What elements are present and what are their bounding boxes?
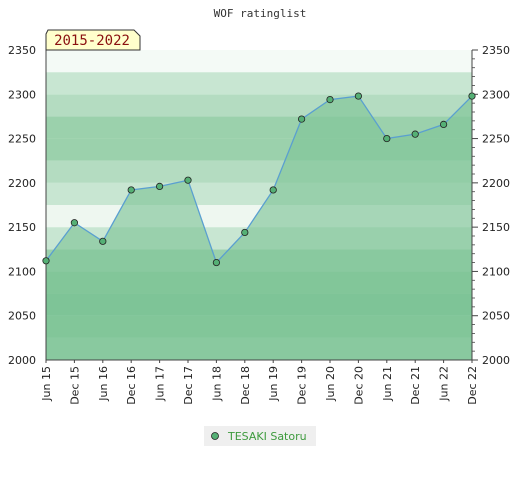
y-tick-label-right: 2200 [482,177,510,190]
x-tick-label: Dec 18 [239,366,252,405]
data-point [326,96,334,104]
x-tick-label: Jun 22 [438,366,451,402]
y-tick-label-right: 2000 [482,354,510,367]
y-tick-label-left: 2350 [8,44,36,57]
x-tick-label: Jun 15 [40,366,53,402]
period-box: 2015-2022 [45,29,141,51]
data-point [383,134,391,143]
background-band [46,72,472,95]
legend: TESAKI Satoru [204,426,316,446]
data-point [439,120,448,129]
x-tick-label: Dec 17 [182,366,195,405]
y-tick-label-left: 2250 [8,133,36,146]
y-tick-label-right: 2300 [482,88,510,101]
x-tick-label: Jun 17 [154,366,167,402]
data-point [354,92,362,100]
x-tick-label: Dec 19 [296,366,309,405]
data-point [212,258,220,267]
y-tick-label-left: 2000 [8,354,36,367]
data-point [468,92,476,100]
data-point [156,182,164,190]
data-point [411,130,419,138]
background-band [46,94,472,117]
y-tick-label-right: 2050 [482,310,510,323]
y-tick-label-left: 2200 [8,177,36,190]
x-tick-label: Jun 20 [324,366,337,402]
x-tick-label: Dec 22 [466,366,479,405]
x-tick-label: Dec 16 [125,366,138,405]
y-tick-label-left: 2300 [8,88,36,101]
x-tick-label: Dec 15 [68,366,81,405]
y-tick-label-left: 2100 [8,265,36,278]
x-tick-label: Jun 18 [210,366,223,402]
y-axis-left: 2000 2050 2100 2150 2200 2250 2300 2350 [8,44,36,367]
y-tick-label-right: 2100 [482,265,510,278]
y-tick-label-right: 2150 [482,221,510,234]
background-band [46,50,472,73]
y-tick-label-right: 2350 [482,44,510,57]
data-point [241,228,249,237]
x-tick-label: Jun 19 [267,366,280,402]
legend-label: TESAKI Satoru [227,430,307,443]
chart-title: WOF ratinglist [214,7,307,20]
axes [45,50,473,361]
x-tick-label: Jun 21 [381,366,394,402]
data-point [269,186,277,194]
area-layer [45,95,473,361]
y-tick-label-left: 2050 [8,310,36,323]
series-line [45,95,473,264]
y-tick-label-right: 2250 [482,133,510,146]
data-point [184,176,192,184]
y-tick-label-left: 2150 [8,221,36,234]
data-point [127,186,135,194]
y-axis-right: 2000 2050 2100 2150 2200 2250 2300 2350 [472,44,510,367]
x-tick-label: Dec 21 [409,366,422,405]
period-label: 2015-2022 [54,33,130,49]
series-area [46,96,472,361]
data-point [297,115,306,123]
x-axis: Jun 15 Dec 15 Jun 16 Dec 16 Jun 17 Dec 17 Jun … [40,360,479,405]
legend-marker-icon [211,432,219,440]
data-point [42,257,50,265]
data-point [70,219,79,227]
data-point [99,237,107,245]
x-tick-label: Dec 20 [352,366,365,405]
data-points [42,92,476,267]
x-tick-label: Jun 16 [97,366,110,402]
